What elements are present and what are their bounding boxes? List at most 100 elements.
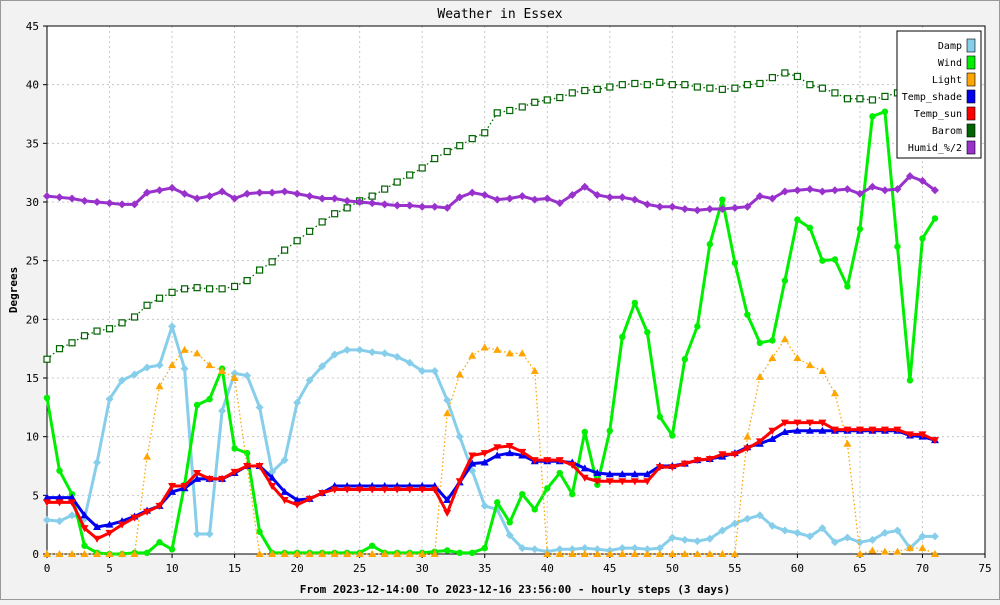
data-point-barom bbox=[468, 135, 476, 143]
data-point-temp-sun bbox=[280, 497, 289, 505]
data-point-wind bbox=[481, 544, 488, 552]
data-point-humid-2 bbox=[430, 202, 439, 211]
legend-label: Damp bbox=[938, 41, 962, 52]
data-point-damp bbox=[593, 545, 602, 554]
data-point-temp-sun bbox=[393, 486, 402, 494]
data-point-wind bbox=[444, 547, 451, 554]
data-point-damp bbox=[430, 366, 439, 375]
data-point-light bbox=[593, 550, 602, 557]
axes: 0 5 10 15 20 25 30 35 40 45 50 55 60 65 70 75 0 5 10 15 20 25… bbox=[26, 20, 992, 575]
data-point-light bbox=[780, 335, 789, 343]
data-point-temp-sun bbox=[330, 486, 339, 494]
data-point-wind bbox=[919, 235, 926, 242]
data-point-damp bbox=[343, 345, 352, 354]
data-point-wind bbox=[781, 277, 789, 284]
data-point-wind bbox=[881, 108, 889, 115]
data-point-humid-2 bbox=[443, 203, 452, 212]
data-point-wind bbox=[731, 259, 739, 267]
data-point-light bbox=[380, 550, 389, 557]
data-point-wind bbox=[544, 485, 551, 492]
data-point-wind bbox=[719, 196, 726, 203]
data-point-light bbox=[518, 349, 527, 357]
data-point-damp bbox=[618, 544, 627, 553]
data-point-temp-sun bbox=[80, 525, 89, 533]
data-point-damp bbox=[830, 538, 839, 547]
data-point-temp-sun bbox=[868, 426, 877, 434]
data-point-barom bbox=[155, 294, 164, 302]
data-point-damp bbox=[893, 526, 902, 535]
data-point-humid-2 bbox=[455, 193, 464, 202]
data-point-damp bbox=[743, 514, 752, 523]
data-point-light bbox=[80, 550, 89, 557]
x-tick-label: 50 bbox=[666, 562, 679, 575]
data-point-barom bbox=[55, 345, 64, 353]
data-point-light bbox=[205, 361, 214, 369]
data-point-barom bbox=[218, 285, 226, 293]
data-point-humid-2 bbox=[280, 187, 289, 196]
data-point-light bbox=[568, 550, 577, 557]
data-point-temp-sun bbox=[243, 463, 252, 470]
data-point-barom bbox=[743, 81, 751, 89]
data-point-humid-2 bbox=[818, 187, 827, 196]
data-point-damp bbox=[130, 370, 139, 379]
data-point-damp bbox=[105, 395, 114, 404]
data-point-barom bbox=[706, 84, 714, 92]
data-point-wind bbox=[906, 377, 914, 384]
data-point-humid-2 bbox=[893, 185, 902, 194]
data-point-light bbox=[755, 372, 764, 380]
data-point-temp-sun bbox=[530, 457, 539, 465]
data-point-temp-sun bbox=[680, 460, 689, 468]
data-point-humid-2 bbox=[518, 192, 527, 201]
data-point-temp-sun bbox=[193, 470, 202, 478]
data-point-light bbox=[405, 550, 414, 557]
data-point-barom bbox=[130, 313, 139, 321]
data-point-barom bbox=[618, 81, 626, 89]
y-tick-label: 0 bbox=[32, 548, 39, 561]
x-tick-label: 40 bbox=[541, 562, 554, 575]
data-point-wind bbox=[206, 395, 213, 403]
legend-label: Temp_shade bbox=[902, 92, 962, 103]
data-point-barom bbox=[43, 355, 51, 363]
data-point-temp-sun bbox=[780, 419, 789, 427]
data-point-light bbox=[668, 550, 677, 557]
data-point-light bbox=[718, 550, 727, 557]
data-point-damp bbox=[693, 537, 702, 546]
data-point-humid-2 bbox=[530, 195, 539, 204]
data-point-light bbox=[118, 550, 127, 557]
data-point-light bbox=[768, 354, 777, 362]
y-tick-label: 20 bbox=[26, 313, 39, 326]
data-point-temp-sun bbox=[793, 419, 802, 427]
data-point-wind bbox=[531, 506, 538, 513]
data-point-temp-sun bbox=[768, 427, 777, 435]
data-point-humid-2 bbox=[493, 195, 502, 204]
data-point-light bbox=[880, 547, 889, 555]
data-point-temp-shade bbox=[68, 493, 77, 501]
data-point-barom bbox=[731, 84, 739, 92]
y-tick-label: 40 bbox=[26, 79, 39, 92]
data-point-wind bbox=[869, 113, 876, 120]
data-point-light bbox=[330, 550, 339, 557]
data-point-barom bbox=[180, 285, 189, 293]
data-point-humid-2 bbox=[780, 187, 789, 196]
series-layer bbox=[43, 69, 939, 558]
data-point-damp bbox=[580, 544, 589, 553]
data-point-barom bbox=[831, 89, 839, 97]
data-point-wind bbox=[806, 224, 814, 232]
data-point-damp bbox=[718, 526, 727, 535]
data-point-damp bbox=[193, 530, 202, 539]
data-point-wind bbox=[894, 243, 901, 250]
data-point-wind bbox=[644, 329, 651, 336]
data-point-damp bbox=[55, 517, 64, 526]
data-point-humid-2 bbox=[143, 188, 152, 197]
data-point-barom bbox=[105, 325, 114, 333]
data-point-temp-sun bbox=[430, 486, 439, 494]
data-point-light bbox=[630, 550, 639, 557]
data-point-barom bbox=[768, 74, 776, 82]
data-point-humid-2 bbox=[930, 186, 939, 195]
data-point-temp-shade bbox=[768, 435, 777, 443]
data-point-light bbox=[343, 550, 352, 557]
data-point-temp-shade bbox=[505, 449, 514, 457]
data-point-light bbox=[805, 361, 814, 369]
data-point-wind bbox=[168, 546, 176, 553]
legend-label: Humid_%/2 bbox=[908, 143, 962, 154]
